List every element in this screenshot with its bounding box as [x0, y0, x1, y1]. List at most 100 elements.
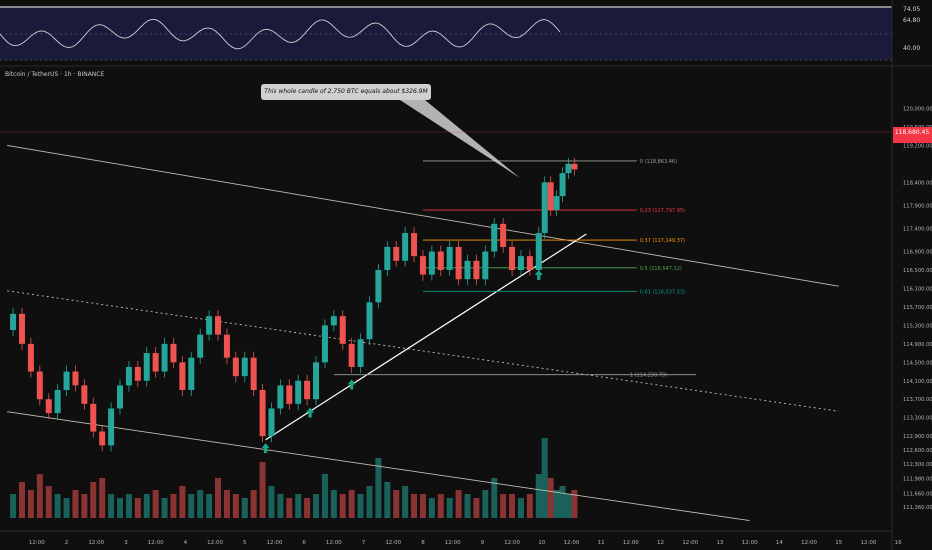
price-tick-label: 120,000.00	[903, 106, 932, 112]
rsi-tick-high: 74.05	[903, 6, 920, 13]
candle	[375, 270, 382, 303]
volume-bar	[268, 486, 275, 518]
candle	[464, 260, 471, 280]
volume-bar	[179, 486, 186, 518]
volume-bar	[45, 486, 52, 518]
trendline-upper-channel	[7, 144, 839, 287]
volume-bar	[19, 482, 25, 518]
volume-bar	[517, 498, 524, 518]
candle	[206, 316, 213, 335]
fib-label: 0.61 (116,037.53)	[640, 289, 685, 295]
time-tick-label: 5	[243, 540, 247, 546]
time-tick-label: 12:00	[801, 540, 817, 546]
candle	[509, 246, 516, 270]
fib-retracement[interactable]: 0 (118,863.46) 0.23 (117,797.95) 0.37 (117…	[333, 159, 697, 379]
candle	[19, 313, 25, 344]
time-tick-label: 8	[421, 540, 425, 546]
price-tick-label: 114,900.00	[903, 342, 932, 348]
price-tick-label: 112,600.00	[903, 448, 932, 454]
price-axis[interactable]: 120,000.00119,600.00119,200.00118,400.00…	[903, 106, 932, 511]
volume-bar	[277, 494, 284, 518]
candle	[268, 408, 275, 437]
price-tick-label: 117,900.00	[903, 203, 932, 209]
price-tick-label: 115,700.00	[903, 305, 932, 311]
time-tick-label: 12:00	[207, 540, 223, 546]
volume-bar	[54, 494, 61, 518]
volume-bar	[565, 494, 572, 518]
fib-label: 0 (118,863.46)	[640, 159, 677, 165]
candle	[188, 357, 195, 390]
time-tick-label: 12:00	[385, 540, 401, 546]
up-arrow-icon	[347, 379, 356, 390]
volume-bar	[348, 490, 355, 518]
candle	[384, 246, 391, 270]
volume-bar	[161, 498, 168, 518]
candle	[446, 246, 453, 270]
rsi-tick-low: 40.00	[903, 45, 920, 52]
volume-bar	[482, 490, 489, 518]
time-tick-label: 4	[184, 540, 188, 546]
fib-label: 1 (114,230.79)	[630, 373, 667, 379]
volume-bar	[63, 498, 70, 518]
candle	[526, 256, 533, 270]
time-tick-label: 2	[65, 540, 69, 546]
candle	[348, 343, 355, 367]
candle	[295, 380, 302, 404]
volume-bar	[455, 490, 462, 518]
volume-bar	[547, 478, 554, 518]
candle	[215, 316, 222, 335]
candle	[36, 371, 43, 400]
rsi-panel: 74.05 64.80 40.00	[0, 6, 920, 61]
up-arrow-icon	[534, 270, 543, 280]
volume-bar	[535, 474, 542, 518]
candle	[90, 403, 97, 432]
price-tick-label: 117,400.00	[903, 226, 932, 232]
time-tick-label: 12:00	[742, 540, 758, 546]
time-axis[interactable]: 12:00 2 12:00 3 12:00 4 12:00 5 12:00 6 12:00 7 12:0…	[29, 540, 902, 546]
candle	[304, 380, 311, 400]
volume-bar	[321, 474, 328, 518]
candle	[535, 233, 542, 270]
volume-bar	[366, 486, 373, 518]
price-tick-label: 116,900.00	[903, 250, 932, 256]
candle	[553, 196, 560, 210]
volume-bar	[357, 494, 364, 518]
fib-label: 0.5 (116,547.12)	[640, 266, 682, 272]
price-tick-label: 116,100.00	[903, 286, 932, 292]
fib-label: 0.37 (117,149.37)	[640, 238, 685, 244]
candle	[500, 223, 507, 247]
candle	[161, 343, 168, 372]
volume-bar	[10, 494, 17, 518]
candle	[559, 173, 566, 197]
volume-bar	[384, 482, 391, 518]
price-tick-label: 112,300.00	[903, 462, 932, 468]
rsi-tick-value: 64.80	[903, 17, 920, 24]
trendline-dotted-mid	[7, 290, 839, 412]
candle	[54, 390, 61, 414]
candle	[455, 246, 462, 280]
time-tick-label: 13	[716, 540, 723, 546]
candle	[393, 246, 400, 261]
candle	[411, 233, 418, 257]
candle	[63, 371, 70, 390]
candle	[419, 256, 426, 275]
time-tick-label: 12:00	[326, 540, 342, 546]
volume-bar	[437, 494, 444, 518]
time-tick-label: 12:00	[682, 540, 698, 546]
time-tick-label: 12:00	[267, 540, 283, 546]
candle	[72, 371, 79, 386]
volume-bar	[125, 494, 132, 518]
annotation-callout[interactable]: This whole candle of 2,750 BTC equals ab…	[261, 84, 431, 111]
time-tick-label: 15	[835, 540, 842, 546]
volume-bar	[223, 490, 230, 518]
volume-bar	[473, 498, 480, 518]
symbol-title[interactable]: Bitcoin / TetherUS · 1h · BINANCE	[5, 71, 105, 78]
candle	[286, 385, 293, 404]
trendline-lower-channel	[7, 411, 750, 522]
time-tick-label: 12:00	[445, 540, 461, 546]
time-tick-label: 11	[598, 540, 605, 546]
price-tick-label: 115,300.00	[903, 323, 932, 329]
volume-bar	[286, 498, 293, 518]
candle	[259, 390, 266, 437]
